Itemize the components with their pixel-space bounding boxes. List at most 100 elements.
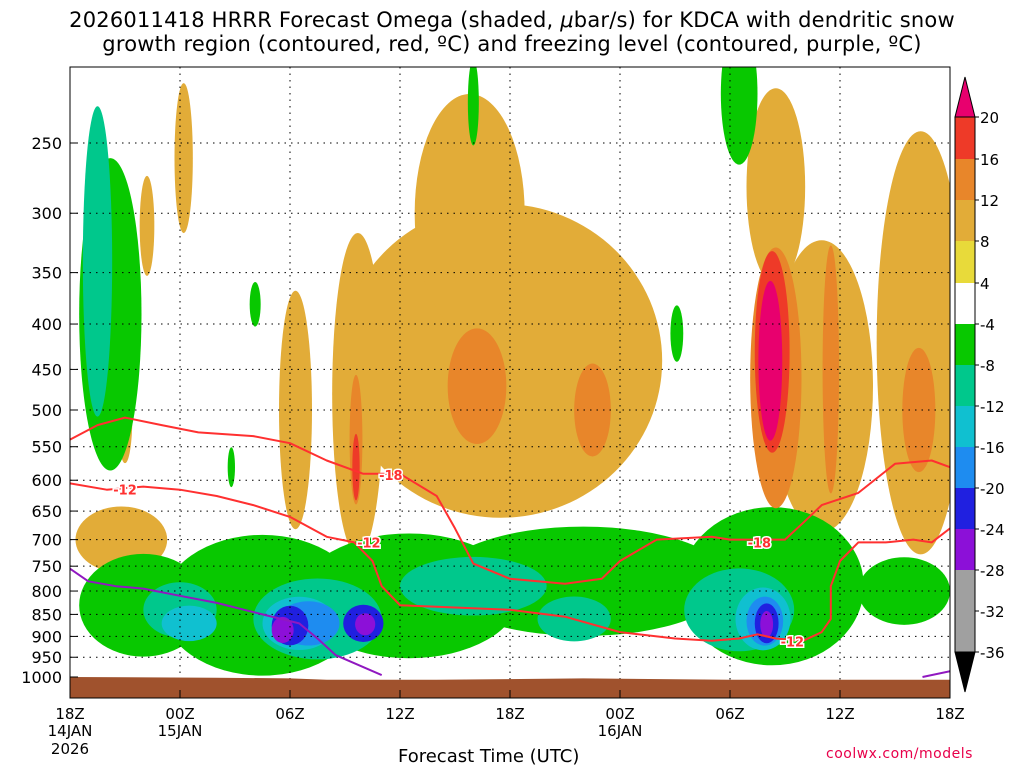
colorbar-label-3: 8 [980,233,990,251]
chart-title-line2: growth region (contoured, red, ºC) and f… [102,32,922,56]
contour-line-0 [70,416,950,585]
colorbar-swatch-1 [955,159,975,200]
xtick-label-12: 06Z [275,705,304,723]
ytick-label-450: 450 [31,360,62,379]
colorbar-label-8: -16 [980,439,1005,457]
colorbar-swatch-7 [955,406,975,447]
ytick-label-650: 650 [31,502,62,521]
omega-region-24 [447,328,507,444]
xtick-label-30: 00Z [605,705,634,723]
omega-region-7 [414,94,525,333]
ytick-label-900: 900 [31,627,62,646]
omega-region-18 [720,67,758,165]
ytick-label-300: 300 [31,204,62,223]
omega-region-29 [82,106,113,417]
colorbar-label-5: -4 [980,316,995,334]
temperature-contours: -12 -18 -12 -18 -12 [70,416,950,678]
colorbar-label-9: -20 [980,480,1005,498]
colorbar-label-12: -32 [980,603,1005,621]
colorbar-swatch-3 [955,241,975,283]
colorbar-label-11: -28 [980,562,1005,580]
colorbar-label-13: -36 [980,644,1005,662]
omega-region-36 [352,433,360,501]
title-part-a: 2026011418 HRRR Forecast Omega (shaded, [69,8,561,32]
omega-region-2 [174,83,193,234]
ytick-label-350: 350 [31,264,62,283]
ytick-label-400: 400 [31,315,62,334]
contour-label-0: -12 [113,484,137,499]
xtick-date-6: 15JAN [158,722,203,740]
ytick-label-700: 700 [31,531,62,550]
omega-region-39 [161,605,217,642]
xtick-year-0: 2026 [51,740,89,758]
colorbar-label-6: -8 [980,357,995,375]
xtick-date-30: 16JAN [598,722,643,740]
colorbar: 20 16 12 8 4 -4 -8 -12 -16 -20 -24 -28 -32 -36 [954,76,1005,693]
colorbar-label-4: 4 [980,275,990,293]
colorbar-swatch-2 [955,200,975,241]
ytick-label-600: 600 [31,471,62,490]
contour-line-1 [70,482,950,642]
colorbar-label-10: -24 [980,521,1005,539]
xtick-label-36: 06Z [715,705,744,723]
ytick-label-800: 800 [31,582,62,601]
colorbar-swatch-8 [955,447,975,488]
ytick-label-750: 750 [31,557,62,576]
colorbar-frame [954,116,976,653]
omega-region-22 [227,447,235,488]
ytick-label-850: 850 [31,605,62,624]
ytick-label-1000: 1000 [21,668,62,687]
omega-region-19 [467,67,479,146]
colorbar-swatch-4 [955,283,975,324]
omega-region-47 [271,616,294,644]
colorbar-swatch-10 [955,529,975,570]
colorbar-swatch-9 [955,488,975,529]
omega-region-20 [249,281,261,327]
contour-line-3 [922,670,950,678]
ytick-label-950: 950 [31,648,62,667]
omega-region-28 [902,347,936,473]
contour-label-2: -12 [357,536,381,551]
colorbar-label-1: 16 [980,151,999,169]
xtick-label-48: 18Z [935,705,964,723]
colorbar-top-arrow [954,76,976,118]
colorbar-label-0: 20 [980,109,999,127]
colorbar-label-7: -12 [980,398,1005,416]
ytick-label-550: 550 [31,438,62,457]
omega-region-25 [574,363,611,457]
colorbar-swatch-5 [955,324,975,365]
chart-title-line1: 2026011418 HRRR Forecast Omega (shaded, … [0,8,1024,32]
xtick-label-24: 18Z [495,705,524,723]
x-axis-label: Forecast Time (UTC) [398,746,580,767]
omega-region-9 [876,131,950,555]
colorbar-bottom-arrow [954,651,976,693]
xtick-label-0: 18Z [55,705,84,723]
contour-label-3: -18 [748,536,772,551]
omega-region-3 [139,175,155,276]
contour-label-1: -18 [379,469,403,484]
y-axis: 250 300 350 400 450 500 550 600 650 700 750 800 850 9… [21,134,78,687]
colorbar-swatch-12 [955,611,975,652]
omega-region-49 [760,610,774,638]
omega-region-43 [761,300,780,439]
title-mu-symbol: μ [560,8,574,32]
xtick-date-0: 14JAN [48,722,93,740]
xtick-label-6: 00Z [165,705,194,723]
omega-region-21 [670,305,684,362]
omega-region-17 [858,557,950,625]
omega-region-48 [355,613,376,636]
colorbar-swatch-11 [955,570,975,611]
contour-line-2 [70,567,383,677]
colorbar-swatch-6 [955,365,975,406]
ytick-label-500: 500 [31,401,62,420]
title-part-b: bar/s) for KDCA with dendritic snow [573,8,955,32]
colorbar-label-2: 12 [980,192,999,210]
omega-region-10 [746,88,806,286]
ytick-label-250: 250 [31,134,62,153]
xtick-label-18: 12Z [385,705,414,723]
colorbar-swatch-0 [955,117,975,159]
contour-label-4: -12 [781,636,805,651]
omega-region-4 [279,290,312,530]
